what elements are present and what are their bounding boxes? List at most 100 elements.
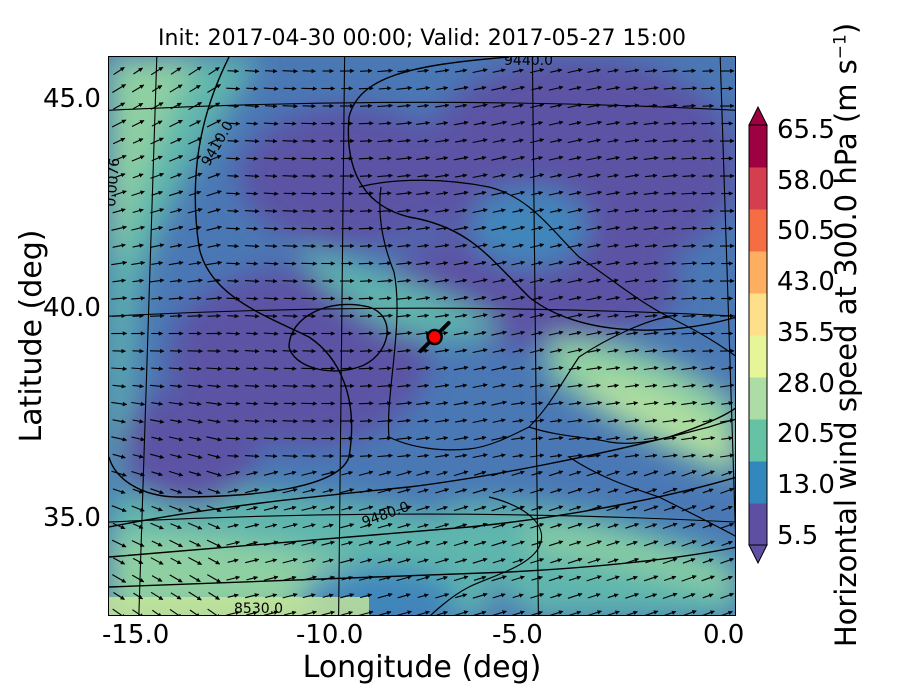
- wind-vector: [550, 383, 563, 388]
- wind-vector: [436, 296, 449, 301]
- map-panel[interactable]: 9440.0 9410.0 9480.0 8530.0 0.0076: [108, 56, 736, 616]
- wind-vector: [721, 505, 733, 512]
- wind-vector: [625, 557, 640, 564]
- wind-vector: [169, 278, 183, 283]
- wind-vector: [359, 208, 373, 214]
- wind-vector: [321, 470, 335, 476]
- wind-vector: [587, 208, 601, 213]
- wind-vector: [168, 296, 184, 301]
- wind-vector: [227, 278, 239, 284]
- wind-vector: [417, 313, 429, 318]
- wind-vector: [227, 68, 239, 74]
- wind-vector: [701, 505, 715, 512]
- colorbar-extend-min: [748, 544, 768, 565]
- wind-vector: [644, 243, 658, 248]
- wind-vector: [472, 383, 488, 389]
- wind-vector: [492, 523, 506, 529]
- wind-vector: [626, 156, 639, 161]
- wind-vector: [282, 383, 298, 389]
- wind-vector: [643, 575, 659, 582]
- wind-vector: [435, 138, 450, 143]
- wind-vector: [567, 383, 583, 388]
- wind-vector: [112, 84, 126, 93]
- wind-vector: [492, 208, 506, 213]
- wind-vector: [682, 523, 696, 529]
- wind-vector: [453, 505, 469, 512]
- wind-vector: [644, 610, 659, 615]
- wind-vector: [435, 523, 450, 529]
- wind-vector: [472, 418, 488, 424]
- colorbar-segment: [749, 314, 767, 336]
- wind-vector: [207, 419, 221, 424]
- wind-vector: [681, 86, 698, 91]
- wind-vector: [358, 331, 374, 336]
- wind-vector: [396, 85, 413, 91]
- wind-vector: [473, 505, 487, 511]
- wind-vector: [586, 365, 603, 371]
- wind-vector: [397, 243, 411, 248]
- wind-vector: [492, 243, 506, 248]
- wind-vector: [606, 610, 620, 615]
- wind-vector: [378, 331, 392, 336]
- wind-vector: [263, 470, 279, 476]
- wind-vector: [264, 103, 278, 109]
- wind-vector: [681, 540, 697, 547]
- wind-vector: [189, 574, 201, 583]
- wind-vector: [359, 68, 373, 74]
- wind-vector: [150, 522, 164, 530]
- wind-vector: [662, 557, 678, 565]
- wind-vector: [170, 453, 183, 459]
- wind-vector: [587, 313, 601, 318]
- wind-vector: [682, 173, 696, 179]
- colorbar-segment: [749, 188, 767, 210]
- wind-vector: [550, 453, 563, 458]
- wind-vector: [662, 138, 678, 143]
- wind-vector: [245, 488, 260, 494]
- wind-vector: [587, 418, 601, 423]
- wind-vector: [453, 260, 469, 266]
- wind-vector: [207, 313, 221, 319]
- wind-vector: [208, 557, 221, 565]
- wind-vector: [472, 313, 488, 319]
- wind-vector: [701, 435, 716, 441]
- wind-vector: [207, 208, 221, 214]
- wind-vector: [435, 488, 450, 494]
- wind-vector: [491, 295, 508, 301]
- wind-vector: [263, 366, 279, 371]
- wind-vector: [168, 225, 184, 231]
- wind-vector: [587, 348, 601, 353]
- wind-vector: [188, 436, 202, 442]
- wind-vector: [436, 505, 448, 511]
- wind-vector: [645, 453, 658, 458]
- wind-vector: [283, 610, 297, 615]
- wind-vector: [227, 173, 239, 179]
- wind-vector: [663, 435, 677, 441]
- wind-vector: [454, 610, 469, 615]
- wind-vector: [626, 575, 638, 581]
- wind-vector: [263, 191, 279, 196]
- wind-vector: [359, 243, 373, 249]
- meridian-line: [338, 57, 346, 615]
- wind-vector: [531, 225, 544, 231]
- colorbar-segment: [749, 209, 767, 231]
- wind-vector: [112, 574, 127, 583]
- wind-vector: [168, 436, 184, 442]
- wind-vector: [170, 67, 182, 75]
- wind-vector: [359, 453, 373, 459]
- wind-vector: [132, 243, 144, 248]
- wind-vector: [282, 103, 298, 109]
- wind-vector: [207, 453, 221, 459]
- wind-vector: [207, 488, 221, 494]
- wind-vector: [662, 103, 678, 108]
- colorbar-segment: [749, 125, 767, 147]
- wind-vector: [586, 225, 603, 231]
- wind-vector: [151, 609, 163, 615]
- wind-vector: [491, 435, 508, 441]
- wind-vector: [113, 592, 125, 600]
- wind-vector: [150, 278, 165, 283]
- wind-vector: [378, 436, 392, 441]
- wind-vector: [587, 610, 602, 615]
- wind-vector: [607, 523, 619, 529]
- wind-vector: [568, 260, 582, 266]
